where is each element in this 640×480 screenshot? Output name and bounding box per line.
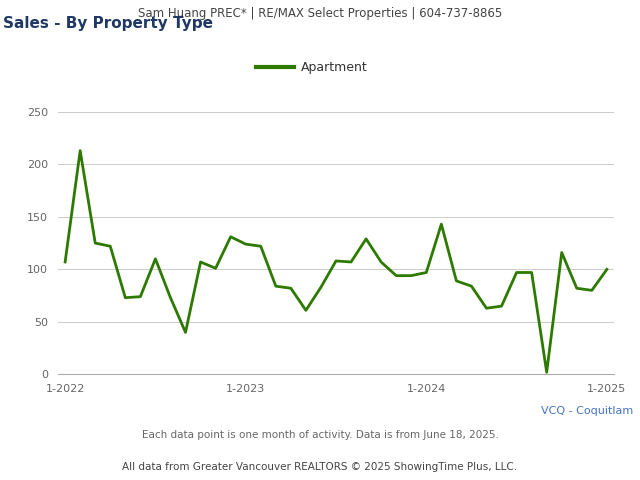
Text: Each data point is one month of activity. Data is from June 18, 2025.: Each data point is one month of activity…	[141, 430, 499, 440]
Text: Apartment: Apartment	[301, 60, 367, 74]
Text: Sales - By Property Type: Sales - By Property Type	[3, 16, 213, 31]
Text: Sam Huang PREC* | RE/MAX Select Properties | 604-737-8865: Sam Huang PREC* | RE/MAX Select Properti…	[138, 7, 502, 20]
Text: VCQ - Coquitlam: VCQ - Coquitlam	[541, 406, 634, 416]
Text: All data from Greater Vancouver REALTORS © 2025 ShowingTime Plus, LLC.: All data from Greater Vancouver REALTORS…	[122, 462, 518, 472]
